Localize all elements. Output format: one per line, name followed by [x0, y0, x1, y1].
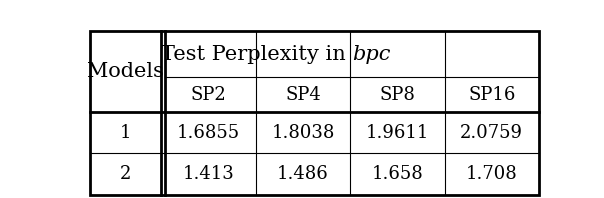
Text: 1.658: 1.658 — [371, 165, 423, 183]
Text: 1: 1 — [120, 124, 131, 142]
Text: 1.708: 1.708 — [466, 165, 518, 183]
Text: SP2: SP2 — [191, 86, 226, 104]
Text: 2: 2 — [120, 165, 131, 183]
Text: 1.6855: 1.6855 — [177, 124, 240, 142]
Text: 1.486: 1.486 — [277, 165, 329, 183]
Text: 1.413: 1.413 — [183, 165, 234, 183]
Text: Test Perplexity in: Test Perplexity in — [161, 45, 352, 64]
Text: 2.0759: 2.0759 — [460, 124, 523, 142]
Text: 1.8038: 1.8038 — [271, 124, 335, 142]
Text: SP8: SP8 — [379, 86, 416, 104]
Text: SP16: SP16 — [468, 86, 515, 104]
Text: bpc: bpc — [352, 45, 391, 64]
Text: SP4: SP4 — [285, 86, 321, 104]
Text: Models: Models — [87, 62, 164, 81]
Text: 1.9611: 1.9611 — [365, 124, 429, 142]
